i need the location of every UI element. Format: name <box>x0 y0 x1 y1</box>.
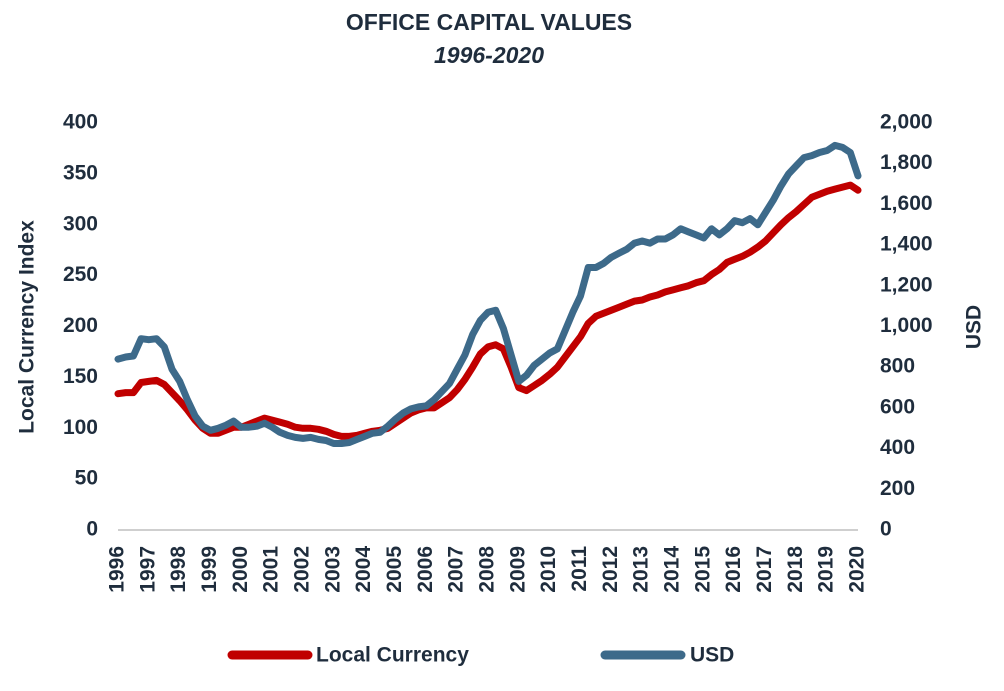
y2-axis-label: USD <box>963 305 986 349</box>
y2-tick-label: 1,000 <box>880 314 933 337</box>
y-axis-label: Local Currency Index <box>16 220 39 434</box>
x-tick-label: 2006 <box>414 546 437 593</box>
x-tick-label: 2017 <box>753 546 776 593</box>
legend-label: Local Currency <box>316 644 469 667</box>
x-tick-label: 2013 <box>630 546 653 593</box>
y-tick-label: 150 <box>63 365 98 388</box>
x-tick-label: 1996 <box>106 546 129 593</box>
y2-tick-label: 2,000 <box>880 111 933 134</box>
x-tick-label: 2008 <box>476 546 499 593</box>
x-tick-label: 2015 <box>691 546 714 593</box>
chart-subtitle: 1996-2020 <box>434 42 544 68</box>
y-tick-label: 300 <box>63 212 98 235</box>
y-tick-label: 0 <box>86 518 98 541</box>
y2-tick-label: 1,800 <box>880 151 933 174</box>
legend-label: USD <box>690 644 734 667</box>
y2-tick-label: 1,200 <box>880 273 933 296</box>
x-tick-label: 2000 <box>229 546 252 593</box>
y-tick-label: 250 <box>63 263 98 286</box>
y2-tick-label: 1,400 <box>880 233 933 256</box>
data-line <box>114 141 862 447</box>
x-tick-label: 2004 <box>352 546 375 593</box>
y-tick-label: 200 <box>63 314 98 337</box>
x-tick-label: 2016 <box>722 546 745 593</box>
y2-tick-label: 600 <box>880 395 915 418</box>
x-tick-label: 2001 <box>260 546 283 593</box>
x-tick-label: 2005 <box>383 546 406 593</box>
x-tick-label: 2010 <box>537 546 560 593</box>
x-tick-label: 2003 <box>321 546 344 593</box>
x-tick-label: 2018 <box>784 546 807 593</box>
y-tick-label: 400 <box>63 111 98 134</box>
y-tick-label: 100 <box>63 416 98 439</box>
y2-tick-label: 800 <box>880 355 915 378</box>
y2-tick-label: 1,600 <box>880 192 933 215</box>
x-tick-label: 2002 <box>291 546 314 593</box>
x-tick-label: 2009 <box>506 546 529 593</box>
x-tick-label: 2011 <box>568 546 591 592</box>
y2-tick-label: 400 <box>880 436 915 459</box>
y2-tick-label: 0 <box>880 518 892 541</box>
x-tick-label: 1999 <box>198 546 221 593</box>
x-tick-label: 2012 <box>599 546 622 593</box>
y2-tick-label: 200 <box>880 477 915 500</box>
x-tick-label: 2020 <box>846 546 869 593</box>
chart-title: OFFICE CAPITAL VALUES <box>346 9 632 35</box>
x-tick-label: 2019 <box>815 546 838 593</box>
y-tick-label: 350 <box>63 161 98 184</box>
x-tick-label: 1997 <box>136 546 159 593</box>
x-tick-label: 2007 <box>445 546 468 593</box>
x-tick-label: 2014 <box>661 546 684 593</box>
x-tick-label: 1998 <box>167 546 190 593</box>
y-tick-label: 50 <box>75 467 98 490</box>
